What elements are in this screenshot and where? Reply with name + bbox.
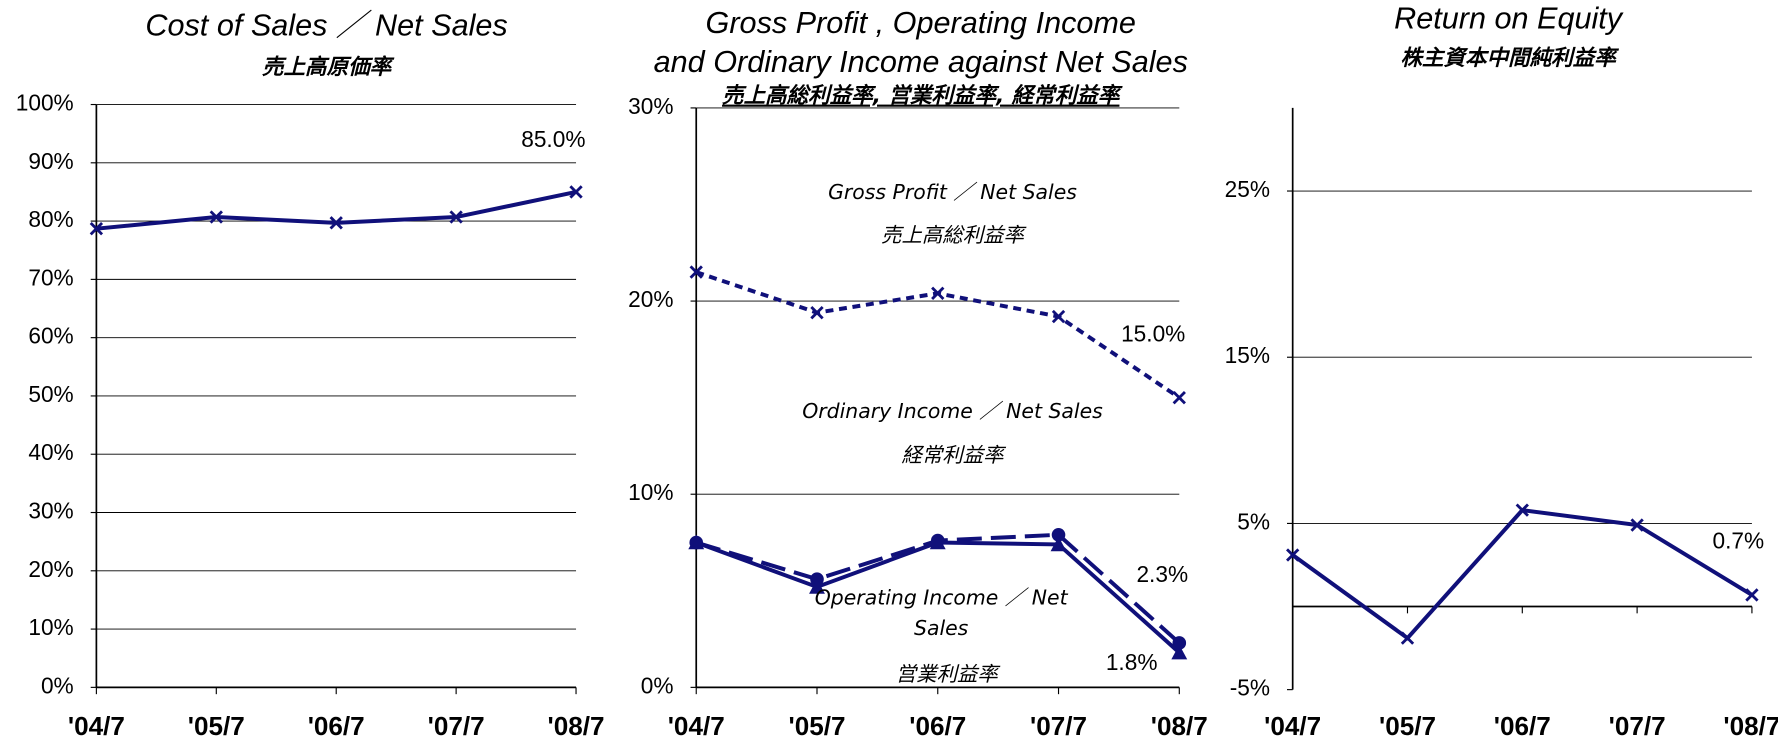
data-label: 2.3% [1136,561,1188,587]
y-tick-label: 90% [28,148,73,174]
marker [1400,631,1415,645]
annotation-box: Operating Income ／ Net Sales [814,586,1068,641]
x-tick-label: '08/7 [1151,711,1208,741]
annotation: Operating Income ／ Net Sales [814,586,1068,641]
marker [1051,309,1066,324]
x-tick-label: '07/7 [1030,711,1087,741]
x-tick-label: '06/7 [909,711,966,741]
marker [1630,518,1644,532]
marker [209,210,223,224]
y-tick-label: 25% [1225,176,1270,202]
chart-subtitle: 株主資本中間純利益率 [1400,46,1619,71]
x-tick-label: '05/7 [1379,711,1436,741]
marker [810,305,824,320]
y-tick-label: 70% [28,264,73,290]
y-tick-label: 5% [1237,508,1270,534]
marker [1515,503,1529,517]
y-tick-label: -5% [1230,675,1270,701]
marker [1050,536,1067,552]
x-tick-label: '04/7 [68,711,125,741]
data-label: 1.8% [1106,649,1158,675]
marker [931,286,945,301]
x-tick-label: '07/7 [1609,711,1666,741]
x-tick-label: '08/7 [548,711,605,741]
chart-subtitle: 売上高原価率 [262,55,395,80]
chart-subtitle: 売上高総利益率, 営業利益率, 経常利益率 [722,84,1123,109]
x-tick-label: '05/7 [188,711,245,741]
marker [929,534,946,550]
x-tick-label: '07/7 [428,711,485,741]
marker [809,578,825,594]
x-tick-label: '06/7 [308,711,365,741]
y-tick-label: 30% [628,93,673,119]
y-tick-label: 0% [641,672,674,698]
y-tick-label: 0% [41,672,74,698]
marker [1171,644,1188,660]
marker [1286,548,1300,562]
x-tick-label: '08/7 [1723,711,1778,741]
y-tick-label: 100% [16,90,74,116]
chart-title: and Ordinary Income against Net Sales [654,45,1188,79]
y-tick-label: 40% [28,439,73,465]
marker [89,221,104,236]
y-tick-label: 15% [1225,342,1270,368]
y-tick-label: 20% [28,556,73,582]
marker [689,265,703,279]
line [695,270,1181,400]
marker [1172,390,1186,405]
chart-title: Cost of Sales ／ Net Sales [145,9,507,43]
x-tick-label: '04/7 [668,711,725,741]
x-tick-label: '05/7 [789,711,846,741]
marker [1051,527,1066,542]
annotation: 売上高総利益率 [881,223,1027,247]
y-tick-label: 60% [28,323,73,349]
y-tick-label: 30% [28,497,73,523]
marker [1745,588,1759,602]
x-tick-label: '06/7 [1494,711,1551,741]
y-tick-label: 10% [28,614,73,640]
annotation: Gross Profit ／ Net Sales [828,180,1077,204]
marker [569,185,583,199]
chart-title: Return on Equity [1394,2,1624,36]
y-tick-label: 20% [628,286,673,312]
marker [449,210,463,224]
y-tick-label: 10% [628,479,673,505]
marker [1172,636,1187,650]
data-label: 15.0% [1121,320,1185,346]
y-tick-label: 80% [28,206,73,232]
data-label: 85.0% [521,126,585,152]
y-tick-label: 50% [28,381,73,407]
annotation: 経常利益率 [901,443,1007,467]
annotation: 営業利益率 [896,662,1002,686]
x-tick-label: '04/7 [1264,711,1321,741]
data-label: 0.7% [1712,528,1764,554]
line [1291,508,1753,641]
annotation: Ordinary Income ／ Net Sales [802,399,1103,423]
marker [688,534,705,550]
chart-title: Gross Profit , Operating Income [706,6,1136,40]
marker [329,216,343,230]
